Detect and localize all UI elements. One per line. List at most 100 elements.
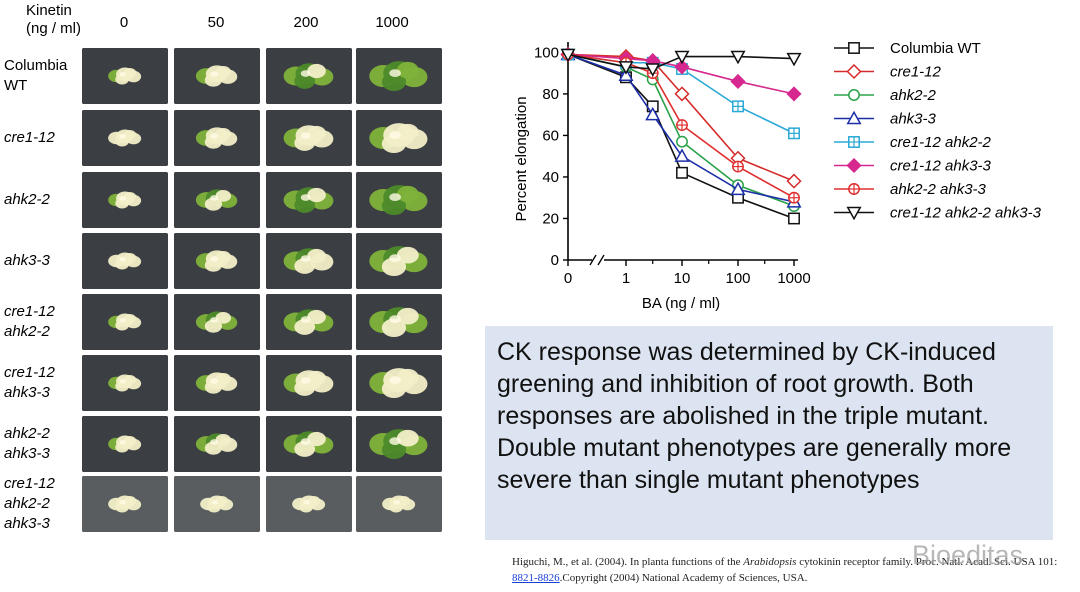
watermark-logo: Bioeditas <box>912 540 1024 570</box>
callus-image <box>266 233 352 289</box>
legend-label: cre1-12 <box>890 64 942 81</box>
x-tick-label: 1000 <box>777 270 810 287</box>
callus-image <box>82 233 168 289</box>
legend-entry: cre1-12 <box>834 64 942 81</box>
callus-image <box>82 476 168 532</box>
callus-image <box>174 110 260 166</box>
callus-image <box>356 294 442 350</box>
data-point <box>676 166 688 179</box>
y-axis-label: Percent elongation <box>513 96 530 221</box>
data-point <box>848 89 860 101</box>
column-header-50: 50 <box>207 14 225 31</box>
row-label-line: cre1-12 <box>4 364 55 381</box>
callus-image <box>82 416 168 472</box>
caption-box: CK response was determined by CK-induced… <box>485 326 1053 540</box>
callus-image <box>174 476 260 532</box>
callus-image <box>174 233 260 289</box>
legend-entry: ahk2-2 <box>834 87 937 104</box>
citation-suffix: .Copyright (2004) National Academy of Sc… <box>559 572 808 584</box>
data-point <box>786 86 802 102</box>
callus-image <box>266 110 352 166</box>
callus-image <box>174 416 260 472</box>
data-point <box>786 52 802 67</box>
seedling-well <box>174 172 260 228</box>
legend-entry: ahk2-2 ahk3-3 <box>834 181 987 198</box>
x-tick-label: 1 <box>622 270 630 287</box>
seedling-well <box>356 233 442 289</box>
callus-image <box>174 48 260 104</box>
x-tick-label: 0 <box>564 270 572 287</box>
data-point <box>674 148 690 162</box>
seedling-well <box>356 48 442 104</box>
seedling-well <box>174 476 260 532</box>
x-tick-label: 100 <box>725 270 750 287</box>
y-tick-label: 20 <box>542 210 559 227</box>
caption-text: CK response was determined by CK-induced… <box>497 338 1012 494</box>
series-line <box>567 53 795 199</box>
seedling-well <box>174 110 260 166</box>
callus-image <box>356 233 442 289</box>
seedling-well <box>266 294 352 350</box>
y-tick-label: 100 <box>534 44 559 61</box>
callus-image <box>82 294 168 350</box>
legend-label: cre1-12 ahk2-2 <box>890 134 992 151</box>
data-point <box>560 48 576 63</box>
seedling-well <box>174 416 260 472</box>
seedling-well <box>82 294 168 350</box>
seedling-well <box>356 294 442 350</box>
kinetin-header-line1: Kinetin <box>26 2 72 19</box>
data-point <box>730 50 746 65</box>
callus-image <box>356 476 442 532</box>
seedling-well <box>266 172 352 228</box>
row-label-line: ahk3-3 <box>4 384 50 401</box>
series-line <box>567 53 795 220</box>
citation-pages-link[interactable]: 8821-8826 <box>512 572 560 584</box>
seedling-well <box>266 476 352 532</box>
column-header-200: 200 <box>293 14 319 31</box>
callus-image <box>266 172 352 228</box>
data-point <box>730 181 746 196</box>
row-label-line: ahk3-3 <box>4 252 50 269</box>
column-header-0: 0 <box>119 14 129 31</box>
row-label-line: ahk3-3 <box>4 515 50 532</box>
legend-label: cre1-12 ahk2-2 ahk3-3 <box>890 205 1042 222</box>
callus-image <box>266 416 352 472</box>
citation-genus: Arabidopsis <box>743 556 797 568</box>
legend-entry: cre1-12 ahk2-2 ahk3-3 <box>834 205 1042 222</box>
legend-label: ahk2-2 <box>890 87 937 104</box>
x-tick-label: 10 <box>674 270 691 287</box>
y-tick-label: 80 <box>542 86 559 103</box>
series-3 <box>560 46 802 208</box>
data-point <box>674 59 690 75</box>
seedling-well <box>356 476 442 532</box>
callus-image <box>266 476 352 532</box>
x-axis-label: BA (ng / ml) <box>642 295 720 312</box>
seedling-well <box>174 294 260 350</box>
row-label: cre1-12 ahk2-2 ahk3-3 <box>4 474 82 534</box>
data-point <box>788 212 800 225</box>
seedling-well <box>266 48 352 104</box>
seedling-well <box>356 416 442 472</box>
seedling-well <box>356 110 442 166</box>
callus-image <box>356 416 442 472</box>
row-label-line: WT <box>4 77 28 94</box>
kinetin-header-line2: (ng / ml) <box>26 20 82 37</box>
data-point <box>676 135 688 148</box>
data-point <box>645 106 661 121</box>
seedling-well <box>82 416 168 472</box>
seedling-well <box>266 110 352 166</box>
data-point <box>846 63 862 80</box>
data-point <box>674 86 690 102</box>
seedling-well <box>266 355 352 411</box>
row-label: ahk3-3 <box>4 251 82 271</box>
seedling-well <box>266 233 352 289</box>
citation-prefix: Higuchi, M., et al. (2004). In planta fu… <box>512 556 744 568</box>
row-label: ahk2-2 ahk3-3 <box>4 424 82 464</box>
row-label: cre1-12 ahk2-2 <box>4 302 82 342</box>
callus-image <box>174 355 260 411</box>
row-label-line: cre1-12 <box>4 303 55 320</box>
data-point <box>730 73 746 90</box>
callus-image <box>356 110 442 166</box>
row-label-line: cre1-12 <box>4 475 55 492</box>
